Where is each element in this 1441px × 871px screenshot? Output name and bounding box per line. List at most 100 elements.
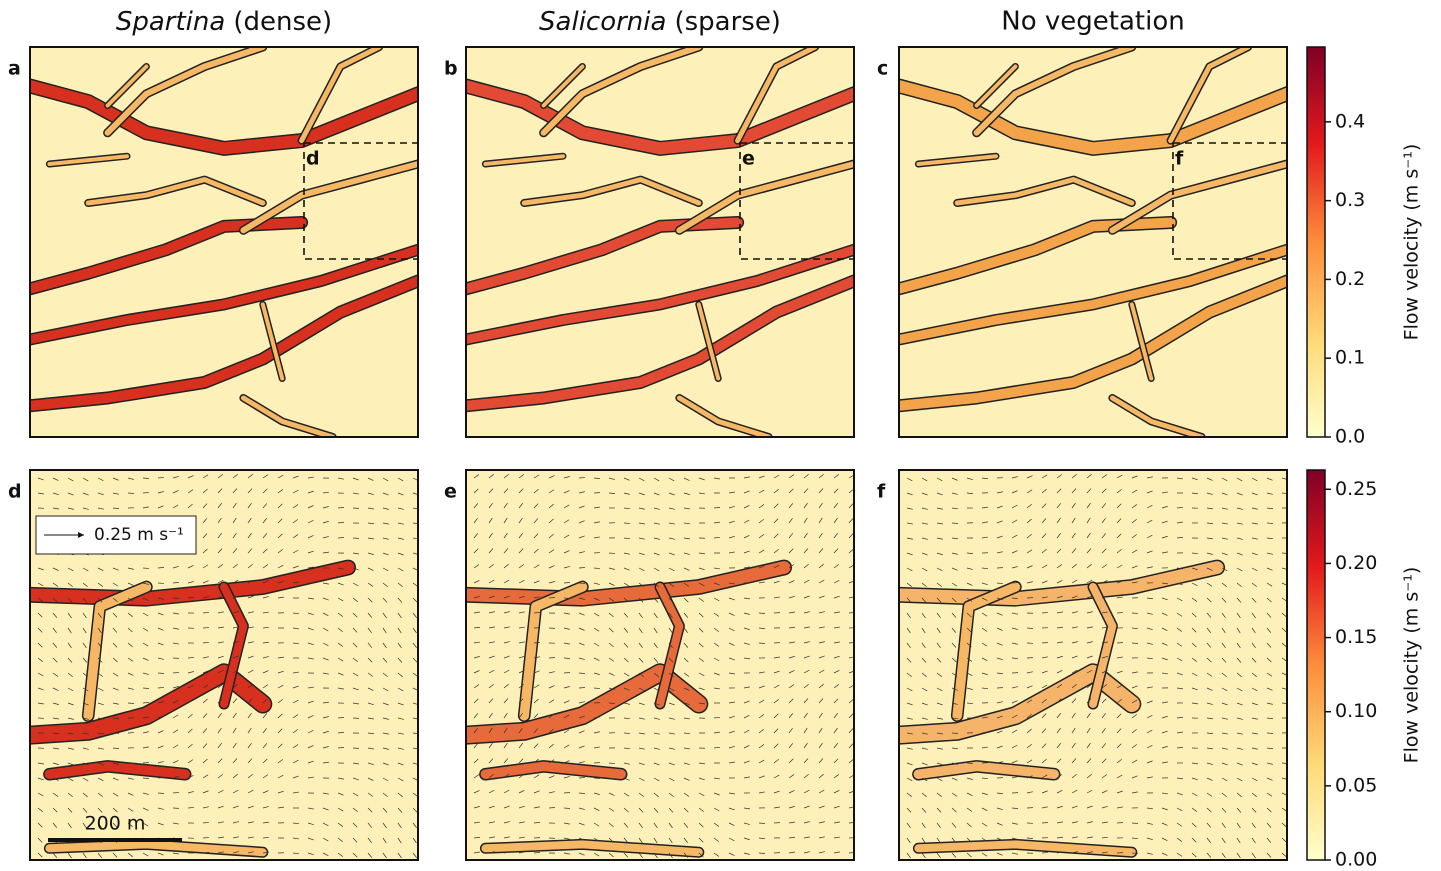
quiver — [1131, 775, 1138, 779]
quiver — [818, 641, 825, 644]
quiver — [1011, 776, 1018, 779]
quiver — [1026, 837, 1034, 839]
quiver — [1131, 699, 1138, 704]
quiver — [653, 807, 659, 813]
quiver — [112, 627, 118, 633]
quiver — [638, 522, 645, 525]
quiver — [638, 807, 644, 813]
quiver — [232, 473, 238, 479]
quiver — [713, 657, 720, 662]
quiver — [292, 642, 300, 645]
quiver — [202, 698, 208, 704]
quiver — [1236, 807, 1242, 813]
quiver — [1251, 657, 1257, 663]
quiver — [638, 762, 645, 766]
quiver — [1056, 595, 1063, 599]
quiver — [818, 836, 825, 839]
quiver — [906, 537, 913, 540]
quiver — [921, 837, 926, 844]
quiver — [322, 716, 329, 719]
quiver — [322, 746, 329, 749]
quiver — [187, 597, 195, 599]
quiver — [1071, 773, 1077, 779]
quiver — [518, 611, 525, 614]
quiver — [322, 822, 329, 827]
quiver — [906, 627, 911, 634]
quiver — [232, 742, 237, 749]
quiver — [292, 714, 299, 719]
quiver — [788, 503, 794, 509]
quiver — [97, 567, 104, 571]
quiver — [292, 581, 299, 584]
quiver — [1071, 517, 1076, 524]
quiver — [262, 596, 269, 599]
quiver — [473, 533, 479, 539]
quiver — [743, 686, 750, 689]
quiver — [653, 717, 660, 720]
quiver — [112, 717, 120, 719]
quiver — [247, 655, 254, 659]
quiver — [906, 717, 913, 720]
quiver — [37, 597, 43, 602]
map-panel — [899, 470, 1287, 860]
panel-label: c — [877, 58, 888, 80]
quiver — [112, 597, 118, 603]
quiver — [1101, 474, 1108, 479]
quiver — [788, 474, 795, 479]
quiver — [921, 702, 928, 706]
quiver — [1086, 548, 1092, 554]
quiver — [921, 567, 928, 572]
quiver — [668, 717, 675, 720]
quiver — [1011, 837, 1018, 840]
quiver — [52, 732, 59, 735]
quiver — [668, 852, 673, 859]
quiver — [1206, 522, 1214, 524]
quiver — [1056, 698, 1062, 704]
quiver — [1221, 807, 1227, 813]
quiver — [1221, 597, 1227, 603]
quiver — [1086, 473, 1092, 479]
quiver — [773, 790, 780, 794]
quiver — [1146, 657, 1153, 660]
quiver — [728, 745, 735, 749]
quiver — [367, 777, 374, 781]
quiver — [1221, 792, 1227, 797]
quiver — [833, 626, 840, 629]
quiver — [951, 777, 958, 781]
quiver — [1041, 656, 1048, 659]
quiver — [307, 550, 314, 554]
quiver — [683, 492, 690, 495]
quiver — [172, 476, 179, 479]
quiver — [412, 627, 417, 634]
quiver — [951, 477, 958, 481]
quiver — [921, 657, 927, 663]
quiver — [921, 552, 928, 556]
quiver — [1101, 533, 1107, 539]
quiver — [503, 821, 510, 824]
quiver — [683, 672, 690, 677]
quiver — [473, 548, 479, 554]
quiver — [1086, 611, 1093, 614]
quiver — [1161, 761, 1168, 764]
quiver — [966, 567, 973, 570]
quiver — [818, 655, 825, 659]
quiver — [1041, 822, 1049, 824]
quiver — [803, 851, 810, 854]
quiver — [1116, 518, 1122, 524]
quiver — [307, 745, 314, 749]
quiver — [352, 612, 358, 618]
quiver — [397, 477, 404, 482]
quiver — [1116, 790, 1123, 794]
quiver — [698, 612, 704, 618]
quiver — [728, 627, 735, 632]
quiver — [1146, 534, 1153, 539]
quiver — [67, 822, 72, 829]
quiver — [322, 807, 329, 811]
quiver — [247, 626, 254, 629]
quiver — [307, 760, 314, 764]
quiver — [1176, 567, 1183, 570]
quiver — [1206, 627, 1211, 633]
quiver — [503, 836, 510, 839]
quiver — [187, 503, 193, 509]
quiver — [1131, 518, 1137, 524]
